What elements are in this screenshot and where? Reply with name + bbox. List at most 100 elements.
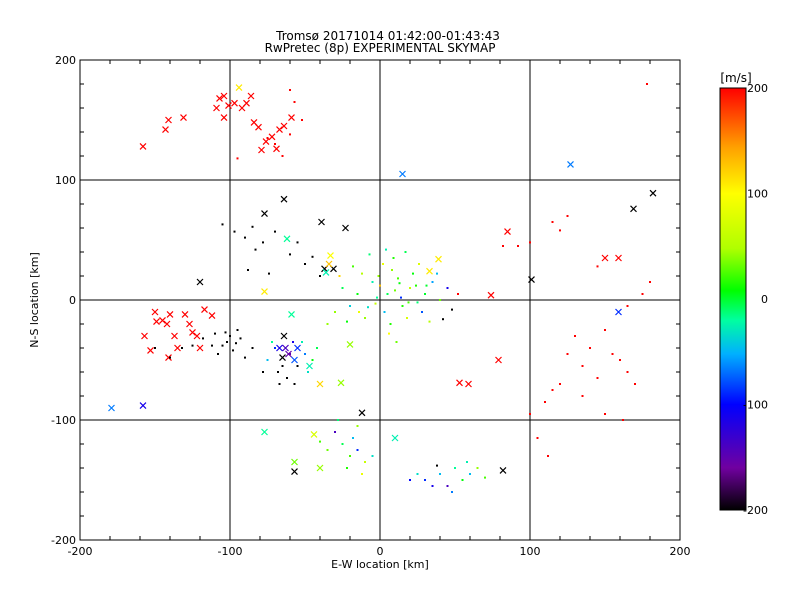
scatter-cross-point [615, 308, 622, 316]
scatter-dot-point [251, 347, 254, 349]
scatter-cross-point [261, 288, 268, 296]
scatter-cross-point [316, 380, 324, 388]
scatter-cross-point [273, 145, 280, 153]
scatter-dot-point [266, 137, 269, 139]
scatter-cross-point [280, 332, 288, 340]
scatter-dot-point [247, 269, 249, 271]
scatter-dot-point [358, 311, 360, 313]
scatter-cross-point [291, 468, 298, 476]
scatter-dot-point [292, 341, 294, 343]
colorbar-tick-label: -200 [743, 504, 768, 517]
scatter-dot-point [409, 479, 411, 481]
colorbar: [m/s] 200 100 0 -100 -200 [719, 71, 768, 517]
scatter-dot-point [334, 311, 336, 313]
scatter-cross-point [528, 276, 535, 284]
scatter-cross-point [159, 316, 166, 324]
scatter-dot-point [551, 389, 554, 391]
scatter-cross-point [201, 306, 208, 314]
scatter-dot-point [352, 437, 354, 439]
scatter-cross-point [163, 320, 171, 328]
y-tick-label: 100 [55, 174, 76, 187]
scatter-cross-point [316, 464, 324, 472]
scatter-dot-point [271, 341, 273, 343]
scatter-cross-point [504, 228, 511, 236]
colorbar-gradient [719, 87, 747, 511]
colorbar-label: [m/s] [720, 71, 751, 85]
scatter-dot-point [289, 89, 291, 91]
scatter-dot-point [397, 277, 399, 280]
scatter-dot-point [391, 269, 393, 271]
scatter-dot-point [395, 341, 398, 343]
scatter-dot-point [439, 299, 441, 301]
scatter-dot-point [239, 337, 242, 340]
scatter-cross-point [291, 356, 298, 364]
scatter-cross-point [294, 344, 301, 352]
scatter-cross-point [327, 252, 334, 260]
scatter-dot-point [451, 491, 453, 493]
scatter-dot-point [319, 440, 321, 443]
scatter-dot-point [382, 263, 384, 265]
scatter-dot-point [281, 155, 284, 157]
scatter-dot-point [278, 383, 281, 385]
x-tick-label: 100 [520, 545, 541, 558]
scatter-dot-point [289, 253, 291, 256]
scatter-cross-point [285, 350, 292, 358]
scatter-cross-point [220, 114, 228, 122]
scatter-cross-point [280, 122, 288, 130]
y-tick-label: 200 [55, 54, 76, 67]
scatter-dot-point [446, 287, 449, 289]
scatter-dot-point [274, 347, 276, 349]
scatter-dot-point [394, 289, 396, 292]
scatter-cross-point [213, 104, 220, 112]
scatter-dot-point [574, 335, 576, 337]
scatter-dot-point [214, 332, 216, 335]
scatter-cross-point [487, 291, 495, 299]
scatter-dot-point [289, 353, 291, 355]
scatter-dot-point [254, 248, 257, 251]
chart-subtitle: RwPretec (8p) EXPERIMENTAL SKYMAP [265, 41, 496, 55]
scatter-dot-point [341, 287, 344, 289]
scatter-dot-point [589, 347, 591, 349]
scatter-dot-point [349, 305, 351, 307]
scatter-dot-point [307, 371, 309, 373]
scatter-dot-point [266, 359, 269, 361]
scatter-cross-point [180, 114, 187, 122]
scatter-dot-point [529, 241, 531, 244]
scatter-dot-point [536, 437, 539, 439]
scatter-dot-point [385, 248, 387, 251]
scatter-dot-point [604, 329, 606, 331]
scatter-dot-point [400, 296, 402, 299]
plot-area: -200 -100 0 100 200 -200 -100 0 100 200 [51, 54, 690, 558]
scatter-dot-point [181, 347, 183, 349]
scatter-dot-point [401, 305, 404, 307]
scatter-dot-point [377, 275, 380, 277]
scatter-dot-point [446, 485, 449, 487]
scatter-dot-point [293, 101, 296, 103]
x-axis-label: E-W location [km] [331, 558, 429, 571]
scatter-dot-point [461, 479, 464, 481]
scatter-dot-point [244, 356, 246, 359]
y-tick-label: 0 [69, 294, 76, 307]
colorbar-tick-label: -100 [743, 399, 768, 412]
y-tick-labels: -200 -100 0 100 200 [51, 54, 76, 547]
data-points [108, 83, 657, 493]
scatter-dot-point [268, 272, 270, 275]
scatter-cross-point [165, 354, 172, 362]
scatter-cross-point [255, 123, 262, 131]
scatter-dot-point [559, 229, 561, 232]
scatter-cross-point [258, 146, 265, 154]
scatter-dot-point [421, 311, 423, 313]
scatter-dot-point [436, 464, 438, 467]
scatter-dot-point [416, 473, 419, 475]
scatter-dot-point [274, 230, 276, 233]
scatter-cross-point [261, 428, 268, 436]
scatter-dot-point [566, 353, 569, 355]
scatter-cross-point [139, 142, 147, 150]
scatter-dot-point [619, 359, 621, 361]
scatter-dot-point [641, 293, 644, 295]
scatter-dot-point [293, 383, 296, 385]
scatter-cross-point [358, 409, 366, 417]
scatter-cross-point [291, 458, 298, 466]
scatter-dot-point [442, 318, 444, 321]
scatter-cross-point [322, 268, 330, 276]
